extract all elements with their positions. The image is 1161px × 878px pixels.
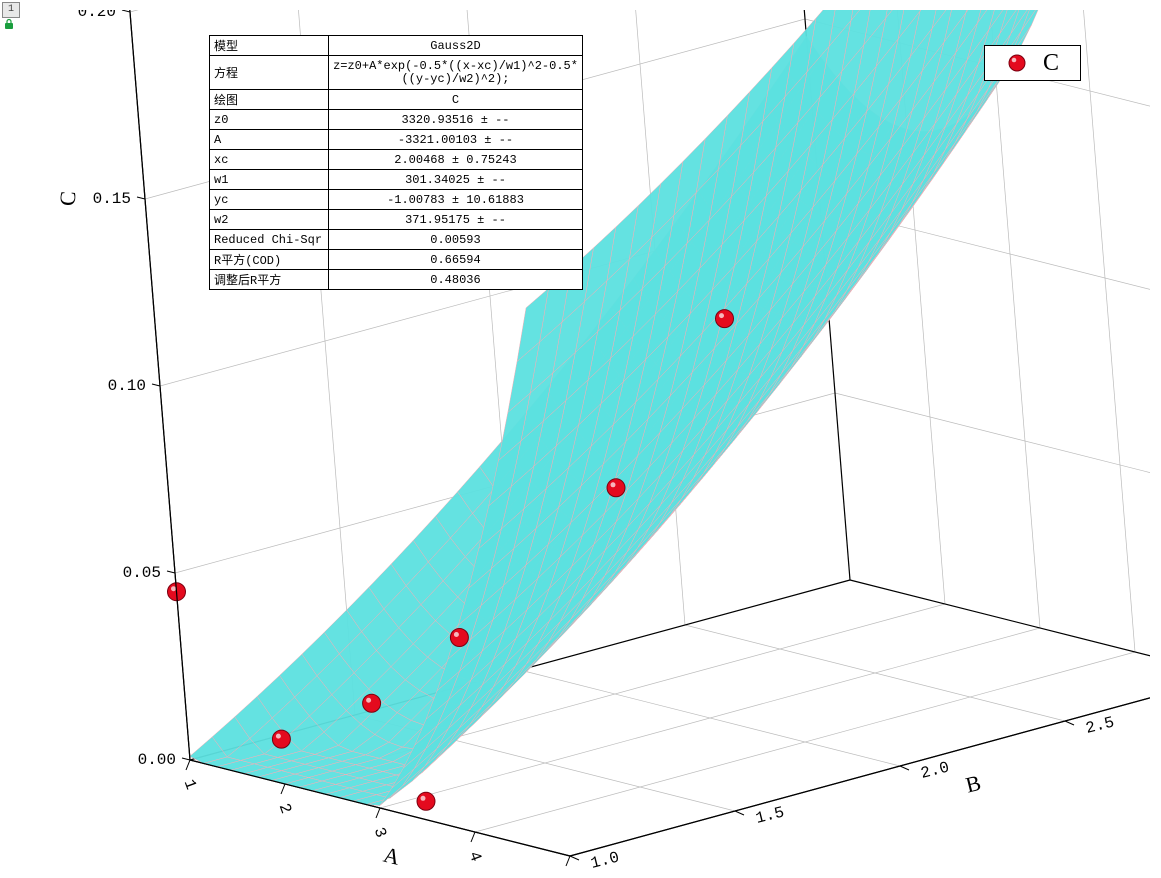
table-row: Reduced Chi-Sqr0.00593	[210, 230, 583, 250]
param-value: 0.66594	[329, 250, 583, 270]
param-name: yc	[210, 190, 329, 210]
table-row: 绘图C	[210, 90, 583, 110]
svg-text:4: 4	[465, 849, 485, 864]
table-row: 调整后R平方0.48036	[210, 270, 583, 290]
param-value: -3321.00103 ± --	[329, 130, 583, 150]
legend[interactable]: C	[984, 45, 1081, 81]
table-row: yc-1.00783 ± 10.61883	[210, 190, 583, 210]
param-name: w1	[210, 170, 329, 190]
svg-text:3: 3	[370, 825, 390, 840]
param-name: Reduced Chi-Sqr	[210, 230, 329, 250]
param-name: A	[210, 130, 329, 150]
data-point	[607, 479, 625, 497]
svg-text:0.00: 0.00	[138, 751, 176, 769]
param-name: 方程	[210, 56, 329, 90]
table-row: w2371.95175 ± --	[210, 210, 583, 230]
legend-marker-icon	[1006, 52, 1028, 74]
table-row: 方程z=z0+A*exp(-0.5*((x-xc)/w1)^2-0.5*((y-…	[210, 56, 583, 90]
3d-surface-plot[interactable]: 0.000.050.100.150.200.250.30123451.01.52…	[30, 10, 1150, 870]
svg-text:0.05: 0.05	[123, 564, 161, 582]
lock-icon	[3, 18, 15, 30]
svg-text:0.10: 0.10	[108, 377, 146, 395]
param-value: 301.34025 ± --	[329, 170, 583, 190]
param-value: 0.00593	[329, 230, 583, 250]
param-name: z0	[210, 110, 329, 130]
svg-text:2: 2	[275, 801, 295, 816]
param-value: -1.00783 ± 10.61883	[329, 190, 583, 210]
param-value: 371.95175 ± --	[329, 210, 583, 230]
param-value: Gauss2D	[329, 36, 583, 56]
fit-results-table: 模型Gauss2D方程z=z0+A*exp(-0.5*((x-xc)/w1)^2…	[209, 35, 583, 290]
svg-text:C: C	[55, 190, 81, 206]
svg-text:2.5: 2.5	[1084, 713, 1116, 737]
svg-text:A: A	[381, 842, 403, 870]
svg-text:B: B	[963, 770, 983, 798]
svg-text:0.20: 0.20	[78, 10, 116, 21]
svg-text:1.5: 1.5	[754, 803, 786, 827]
data-point	[363, 694, 381, 712]
param-name: R平方(COD)	[210, 250, 329, 270]
param-name: 模型	[210, 36, 329, 56]
table-row: w1301.34025 ± --	[210, 170, 583, 190]
param-name: xc	[210, 150, 329, 170]
svg-text:1: 1	[180, 777, 200, 792]
data-point	[450, 629, 468, 647]
param-value: C	[329, 90, 583, 110]
param-value: 0.48036	[329, 270, 583, 290]
table-row: z03320.93516 ± --	[210, 110, 583, 130]
param-name: 绘图	[210, 90, 329, 110]
param-name: w2	[210, 210, 329, 230]
sheet-tab[interactable]: 1	[2, 2, 20, 18]
legend-label: C	[1043, 50, 1059, 77]
param-value: 3320.93516 ± --	[329, 110, 583, 130]
table-row: R平方(COD)0.66594	[210, 250, 583, 270]
svg-text:2.0: 2.0	[919, 758, 951, 782]
table-row: A-3321.00103 ± --	[210, 130, 583, 150]
data-point	[272, 730, 290, 748]
data-point	[716, 310, 734, 328]
svg-text:1.0: 1.0	[589, 848, 621, 870]
param-value: 2.00468 ± 0.75243	[329, 150, 583, 170]
table-row: 模型Gauss2D	[210, 36, 583, 56]
param-name: 调整后R平方	[210, 270, 329, 290]
table-row: xc2.00468 ± 0.75243	[210, 150, 583, 170]
param-value: z=z0+A*exp(-0.5*((x-xc)/w1)^2-0.5*((y-yc…	[329, 56, 583, 90]
svg-text:0.15: 0.15	[93, 190, 131, 208]
data-point	[417, 792, 435, 810]
